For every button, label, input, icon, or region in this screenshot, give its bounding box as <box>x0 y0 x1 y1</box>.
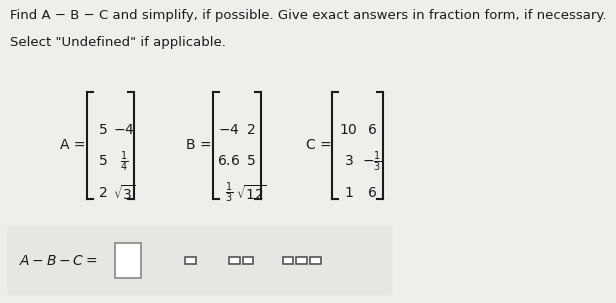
FancyBboxPatch shape <box>7 226 392 295</box>
Text: $5$: $5$ <box>97 154 107 168</box>
Text: $6$: $6$ <box>367 186 377 200</box>
Text: $\sqrt{12}$: $\sqrt{12}$ <box>235 184 267 203</box>
FancyBboxPatch shape <box>283 257 293 264</box>
Text: $\sqrt{3}$: $\sqrt{3}$ <box>113 184 136 203</box>
Text: $2$: $2$ <box>246 122 256 137</box>
FancyBboxPatch shape <box>243 257 253 264</box>
Text: $3$: $3$ <box>344 154 354 168</box>
Text: $10$: $10$ <box>339 122 358 137</box>
Text: $1$: $1$ <box>344 186 353 200</box>
Text: $\frac{1}{3}$: $\frac{1}{3}$ <box>225 181 233 205</box>
FancyBboxPatch shape <box>310 257 321 264</box>
Text: $5$: $5$ <box>246 154 256 168</box>
Text: $6.6$: $6.6$ <box>217 154 241 168</box>
Text: $6$: $6$ <box>367 122 377 137</box>
FancyBboxPatch shape <box>115 243 141 278</box>
FancyBboxPatch shape <box>185 257 196 264</box>
Text: $2$: $2$ <box>98 186 107 200</box>
Text: C =: C = <box>306 138 331 152</box>
Text: $5$: $5$ <box>97 122 107 137</box>
Text: $-4$: $-4$ <box>218 122 240 137</box>
Text: $-4$: $-4$ <box>113 122 135 137</box>
Text: Find A − B − C and simplify, if possible. Give exact answers in fraction form, i: Find A − B − C and simplify, if possible… <box>10 9 606 22</box>
Text: $-\frac{1}{3}$: $-\frac{1}{3}$ <box>362 149 382 174</box>
FancyBboxPatch shape <box>296 257 307 264</box>
FancyBboxPatch shape <box>229 257 240 264</box>
Text: $A - B - C =$: $A - B - C =$ <box>20 254 98 268</box>
Text: A =: A = <box>60 138 85 152</box>
Text: Select "Undefined" if applicable.: Select "Undefined" if applicable. <box>10 36 225 49</box>
Text: $\frac{1}{4}$: $\frac{1}{4}$ <box>120 149 128 174</box>
Text: B =: B = <box>187 138 212 152</box>
